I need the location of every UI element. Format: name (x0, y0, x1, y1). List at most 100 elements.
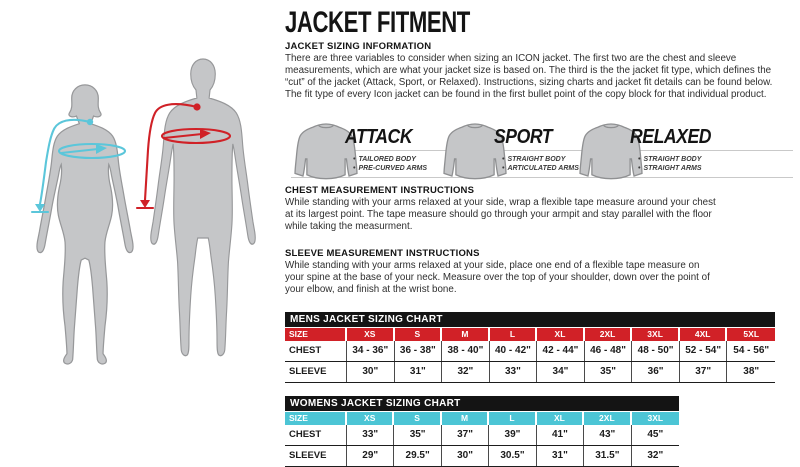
fit-bullet: PRE-CURVED ARMS (358, 165, 428, 172)
fit-bullet: ARTICULATED ARMS (507, 165, 579, 172)
fit-bullet: TAILORED BODY (358, 156, 416, 163)
sleeve-value: 32" (647, 450, 664, 461)
chest-value: 40 - 42" (490, 341, 538, 361)
content-column: JACKET FITMENT JACKET SIZING INFORMATION… (285, 0, 795, 467)
chest-value: 48 - 50" (632, 341, 680, 361)
sleeve-value: 34" (537, 362, 585, 382)
fit-block-relaxed: RELAXED • STRAIGHT BODY • STRAIGHT ARMS (578, 120, 738, 184)
measurement-arrows-overlay (30, 103, 232, 214)
bullet-icon: • (353, 165, 356, 172)
chest-value: 46 - 48" (585, 341, 633, 361)
relaxed-jacket-icon (579, 123, 643, 180)
size-header-cell: 5XL (727, 328, 775, 341)
sleeve-value: 36" (632, 362, 680, 382)
sleeve-value: 30" (442, 446, 490, 466)
sleeve-value: 31" (537, 446, 585, 466)
sport-jacket-icon (443, 123, 507, 180)
row-label: CHEST (285, 341, 347, 361)
female-silhouette-icon (36, 84, 134, 365)
womens-chart-title: WOMENS JACKET SIZING CHART (285, 396, 679, 411)
sleeve-value: 30" (347, 362, 395, 382)
chest-value: 36 - 38" (395, 341, 443, 361)
sizing-info-body: There are three variables to consider wh… (285, 53, 773, 101)
fit-bullets-sport: • STRAIGHT BODY • ARTICULATED ARMS (502, 153, 604, 173)
bullet-icon: • (353, 156, 356, 163)
sleeve-value: 31.5" (584, 446, 632, 466)
page-title: JACKET FITMENT (285, 6, 470, 39)
chest-value: 54 - 56" (733, 345, 770, 356)
chest-value: 38 - 40" (442, 341, 490, 361)
fit-bullets-relaxed: • STRAIGHT BODY • STRAIGHT ARMS (638, 153, 740, 173)
row-label: SLEEVE (285, 362, 347, 382)
fit-title-attack: ATTACK (345, 126, 413, 148)
fit-bullet: STRAIGHT BODY (643, 156, 702, 163)
sleeve-value: 29.5" (394, 446, 442, 466)
sleeve-value: 29" (347, 446, 395, 466)
size-header-cell: 3XL (631, 412, 679, 425)
chest-value: 45" (647, 429, 664, 440)
chest-instructions-body: While standing with your arms relaxed at… (285, 197, 716, 233)
chest-value: 42 - 44" (537, 341, 585, 361)
mens-sleeve-row: SLEEVE 30" 31" 32" 33" 34" 35" 36" 37" 3… (285, 362, 775, 383)
size-header-cell: 2XL (584, 412, 632, 425)
size-header-cell: S (394, 328, 443, 341)
sleeve-value: 37" (680, 362, 728, 382)
size-header-cell: XS (347, 328, 395, 341)
sizing-info-heading: JACKET SIZING INFORMATION (285, 41, 432, 52)
size-header-cell: 2XL (584, 328, 633, 341)
size-header-cell: XL (537, 328, 585, 341)
sleeve-instructions-heading: SLEEVE MEASUREMENT INSTRUCTIONS (285, 248, 480, 259)
chest-value: 39" (489, 425, 537, 445)
chest-value: 43" (584, 425, 632, 445)
size-header-cell: XL (536, 412, 585, 425)
fit-bullet: STRAIGHT ARMS (643, 165, 702, 172)
fit-title-relaxed: RELAXED (630, 126, 712, 148)
chest-value: 33" (347, 425, 395, 445)
sleeve-instructions-body: While standing with your arms relaxed at… (285, 260, 710, 296)
chest-value: 52 - 54" (680, 341, 728, 361)
bullet-icon: • (638, 156, 641, 163)
chest-instructions-heading: CHEST MEASUREMENT INSTRUCTIONS (285, 185, 475, 196)
size-header-cell: XS (347, 412, 395, 425)
size-header-cell: M (441, 412, 490, 425)
fit-types-row: ATTACK • TAILORED BODY • PRE-CURVED ARMS S… (285, 120, 795, 184)
sleeve-value: 32" (442, 362, 490, 382)
bullet-icon: • (502, 156, 505, 163)
measurement-figures (0, 0, 285, 466)
womens-sleeve-row: SLEEVE 29" 29.5" 30" 30.5" 31" 31.5" 32" (285, 446, 679, 467)
bullet-icon: • (502, 165, 505, 172)
size-header-cell: L (489, 412, 537, 425)
chest-value: 35" (394, 425, 442, 445)
mens-chart-title: MENS JACKET SIZING CHART (285, 312, 775, 327)
row-label: SLEEVE (285, 446, 347, 466)
chest-value: 37" (442, 425, 490, 445)
womens-sizing-chart: WOMENS JACKET SIZING CHART SIZE XS S M L… (285, 396, 679, 467)
size-header-cell: 4XL (679, 328, 728, 341)
size-header-cell: SIZE (285, 412, 347, 425)
female-measure-arrows (30, 118, 127, 214)
sleeve-value: 33" (490, 362, 538, 382)
fit-title-sport: SPORT (494, 126, 553, 148)
size-header-cell: 3XL (632, 328, 680, 341)
size-header-cell: S (394, 412, 442, 425)
womens-chest-row: CHEST 33" 35" 37" 39" 41" 43" 45" (285, 425, 679, 446)
row-label: CHEST (285, 425, 347, 445)
sleeve-value: 35" (585, 362, 633, 382)
mens-chest-row: CHEST 34 - 36" 36 - 38" 38 - 40" 40 - 42… (285, 341, 775, 362)
fit-row-divider-top (345, 150, 793, 151)
size-header-cell: M (442, 328, 490, 341)
bullet-icon: • (638, 165, 641, 172)
fit-row-divider-bottom (291, 177, 793, 178)
fit-block-attack: ATTACK • TAILORED BODY • PRE-CURVED ARMS (293, 120, 453, 184)
mens-size-header-row: SIZE XS S M L XL 2XL 3XL 4XL 5XL (285, 328, 775, 341)
mens-sizing-chart: MENS JACKET SIZING CHART SIZE XS S M L X… (285, 312, 775, 383)
size-header-cell: SIZE (285, 328, 347, 341)
male-measure-arrows (135, 103, 232, 210)
sleeve-value: 31" (395, 362, 443, 382)
fit-bullets-attack: • TAILORED BODY • PRE-CURVED ARMS (353, 153, 455, 173)
chest-value: 41" (537, 425, 585, 445)
chest-value: 34 - 36" (347, 341, 395, 361)
womens-size-header-row: SIZE XS S M L XL 2XL 3XL (285, 412, 679, 425)
sleeve-value: 30.5" (489, 446, 537, 466)
sleeve-value: 38" (743, 366, 760, 377)
